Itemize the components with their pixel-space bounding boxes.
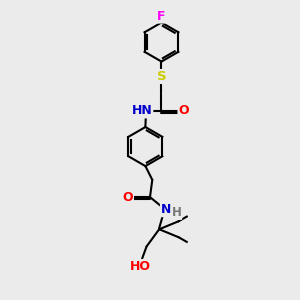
Text: O: O — [178, 104, 189, 118]
Text: HO: HO — [130, 260, 151, 273]
Text: N: N — [161, 203, 171, 216]
Text: S: S — [157, 70, 166, 83]
Text: O: O — [122, 190, 133, 204]
Text: F: F — [157, 10, 166, 22]
Text: HN: HN — [132, 104, 152, 118]
Text: H: H — [172, 206, 182, 219]
